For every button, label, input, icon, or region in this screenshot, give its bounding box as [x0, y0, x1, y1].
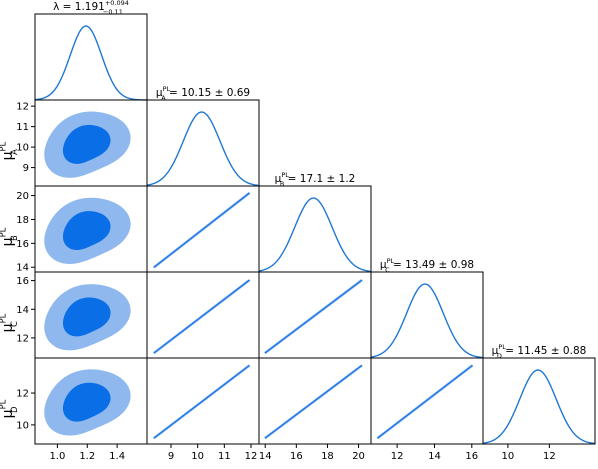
x-tick-label-lambda: 1.4 [109, 451, 125, 462]
panel-muC-lambda: 12 14 16 μPLC [0, 271, 148, 359]
contour-68-muD [62, 382, 111, 422]
y-tick-label-muB: 18 [16, 215, 29, 226]
marginal-curve-muD [482, 369, 596, 445]
x-tick-label-muC: 16 [465, 451, 478, 462]
x-tick-label-muA: 9 [168, 451, 174, 462]
panel-frame [34, 13, 148, 101]
corr-line-muD-muB [264, 364, 363, 439]
x-tick-label-muB: 20 [352, 451, 365, 462]
y-axis-label-muC: μPLC [0, 313, 19, 332]
y-tick-label-muD: 10 [16, 420, 29, 431]
x-tick-label-lambda: 1.2 [79, 451, 95, 462]
x-tick-label-muA: 11 [218, 451, 231, 462]
corr-line-muD-muA [153, 364, 250, 439]
y-tick-label-muA: 9 [23, 163, 29, 174]
corr-line-muB-muA [153, 192, 250, 268]
marginal-curve-muA [146, 111, 260, 187]
marginal-title-muD: μPL D = 11.45 ± 0.88 [492, 343, 587, 360]
x-tick-label-muC: 12 [391, 451, 404, 462]
y-tick-label-muC: 16 [16, 276, 29, 287]
panel-frame [482, 357, 596, 445]
panel-muD-lambda: 1.01.21.4λ1012μPLD [0, 357, 148, 469]
x-tick-label-lambda: 1.0 [49, 451, 65, 462]
panel-muB-muB: μPL B = 17.1 ± 1.2 [258, 171, 372, 273]
x-tick-label-muA: 10 [191, 451, 204, 462]
x-tick-label-muC: 14 [428, 451, 441, 462]
panel-muA-lambda: 9 10 11 12 μPLA [0, 99, 148, 187]
corr-line-muC-muA [153, 279, 250, 354]
y-axis-label-muD: μPLD [0, 399, 19, 418]
marginal-title-lambda: λ = 1.191+0.094 −0.11 [53, 0, 129, 16]
contour-68-muA [62, 124, 111, 164]
contour-68-muB [62, 211, 111, 251]
y-tick-label-muA: 11 [16, 122, 29, 133]
panel-muC-muB [258, 271, 372, 359]
x-tick-label-muB: 18 [321, 451, 334, 462]
x-tick-label-muB: 16 [290, 451, 303, 462]
panel-lambda-lambda: λ = 1.191+0.094 −0.11 [34, 0, 148, 101]
panel-muC-muC: μPL C = 13.49 ± 0.98 [370, 257, 484, 359]
y-tick-label-muB: 14 [16, 263, 29, 274]
y-tick-label-muA: 12 [16, 102, 29, 113]
y-tick-label-muC: 14 [16, 305, 29, 316]
marginal-title-muC: μPL C = 13.49 ± 0.98 [380, 257, 474, 274]
marginal-title-muB: μPL B = 17.1 ± 1.2 [275, 171, 356, 188]
contour-68-muC [62, 297, 111, 337]
x-tick-label-muB: 14 [259, 451, 272, 462]
y-tick-label-muB: 16 [16, 239, 29, 250]
marginal-curve-muB [258, 197, 372, 273]
panel-muB-muA [146, 185, 260, 273]
panel-muB-lambda: 14 16 18 20 μPLB [0, 185, 148, 274]
corr-line-muD-muC [377, 364, 473, 439]
panel-muA-muA: μPL A = 10.15 ± 0.69 [146, 85, 260, 187]
y-tick-label-muC: 12 [16, 333, 29, 344]
y-tick-label-muD: 12 [16, 389, 29, 400]
y-axis-label-muA: μPLA [0, 141, 19, 160]
y-tick-label-muB: 20 [16, 191, 29, 202]
corr-line-muC-muB [264, 279, 363, 354]
marginal-curve-lambda [34, 25, 148, 101]
marginal-curve-muC [370, 283, 484, 359]
x-tick-label-muD: 10 [502, 451, 515, 462]
x-tick-label-muD: 12 [543, 451, 556, 462]
marginal-title-muA: μPL A = 10.15 ± 0.69 [156, 85, 250, 102]
panel-muD-muD: μPLD = 11.45 ± 0.881012μPLD [482, 343, 596, 469]
y-tick-label-muA: 10 [16, 143, 29, 154]
y-axis-label-muB: μPLB [0, 227, 19, 246]
panel-muC-muA [146, 271, 260, 359]
x-tick-label-muA: 12 [245, 451, 258, 462]
